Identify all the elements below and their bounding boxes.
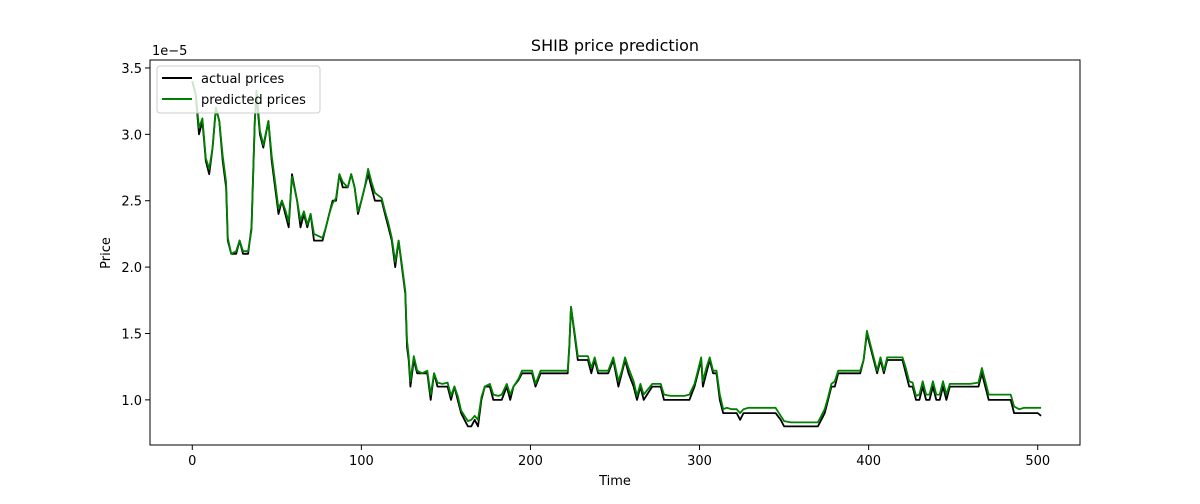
y-tick-label: 2.5 [121,195,142,210]
plot-frame [149,59,1081,446]
x-tick-label: 400 [856,454,881,469]
x-tick-label: 0 [188,454,196,469]
y-offset-label: 1e−5 [152,44,187,59]
legend-label-actual: actual prices [201,72,285,87]
series-line-predicted [191,80,1042,424]
y-tick-label: 3.0 [121,128,142,143]
x-tick-label: 200 [518,454,543,469]
y-axis-label: Price [99,237,114,269]
x-tick-label: 300 [687,454,712,469]
legend-label-predicted: predicted prices [201,93,306,108]
y-tick-label: 2.0 [121,261,142,276]
y-tick-label: 1.5 [121,327,142,342]
x-axis-ticks: 0 100 200 300 400 500 [188,445,1050,469]
x-tick-label: 100 [349,454,374,469]
x-axis-label: Time [598,474,631,489]
y-axis-ticks: 1.0 1.5 2.0 2.5 3.0 3.5 [121,62,150,409]
y-tick-label: 1.0 [121,394,142,409]
y-tick-label: 3.5 [121,62,142,77]
legend-box [156,65,321,114]
x-tick-label: 500 [1025,454,1050,469]
chart-title: SHIB price prediction [531,36,699,55]
series-layer [191,80,1042,428]
legend: actual prices predicted prices [156,65,321,114]
